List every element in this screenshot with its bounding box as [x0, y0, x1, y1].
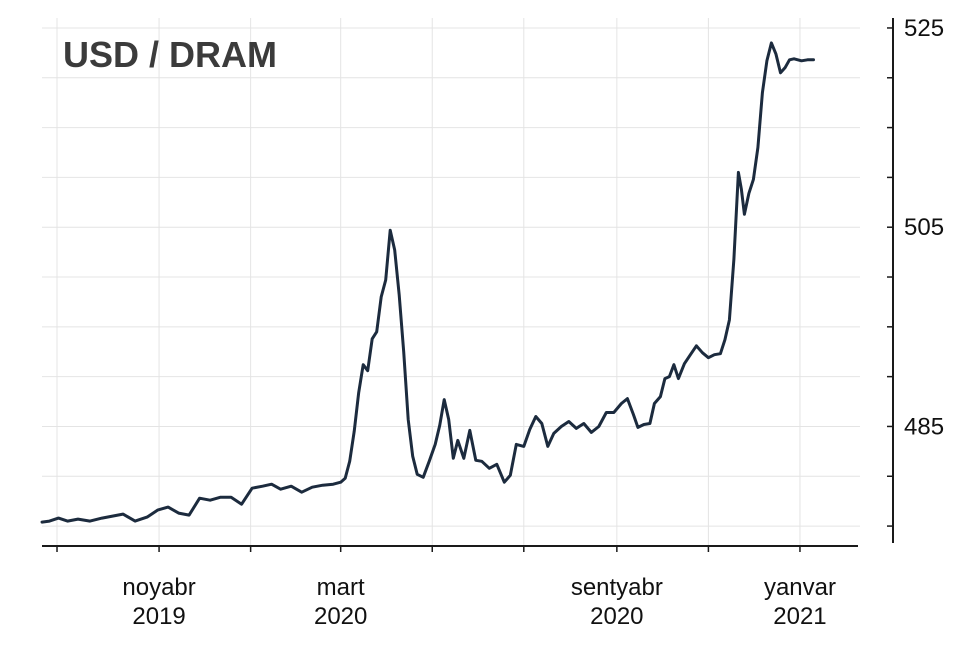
- x-tick-year: 2020: [314, 603, 367, 630]
- series-line: [40, 41, 815, 524]
- chart-title: USD / DRAM: [63, 34, 277, 75]
- axes: [42, 18, 894, 547]
- y-ticks: 485 505 525: [887, 15, 944, 527]
- x-tick-month: yanvar: [764, 574, 836, 601]
- y-tick-label: 525: [904, 15, 944, 42]
- x-tick-month: noyabr: [122, 574, 195, 601]
- x-tick-year: 2019: [132, 603, 185, 630]
- y-tick-label: 505: [904, 214, 944, 241]
- y-tick-label: 485: [904, 413, 944, 440]
- grid: [42, 18, 860, 546]
- x-tick-month: mart: [317, 574, 365, 601]
- series: [40, 41, 815, 524]
- x-tick-year: 2021: [773, 603, 826, 630]
- x-tick-year: 2020: [590, 603, 643, 630]
- x-tick-month: sentyabr: [571, 574, 663, 601]
